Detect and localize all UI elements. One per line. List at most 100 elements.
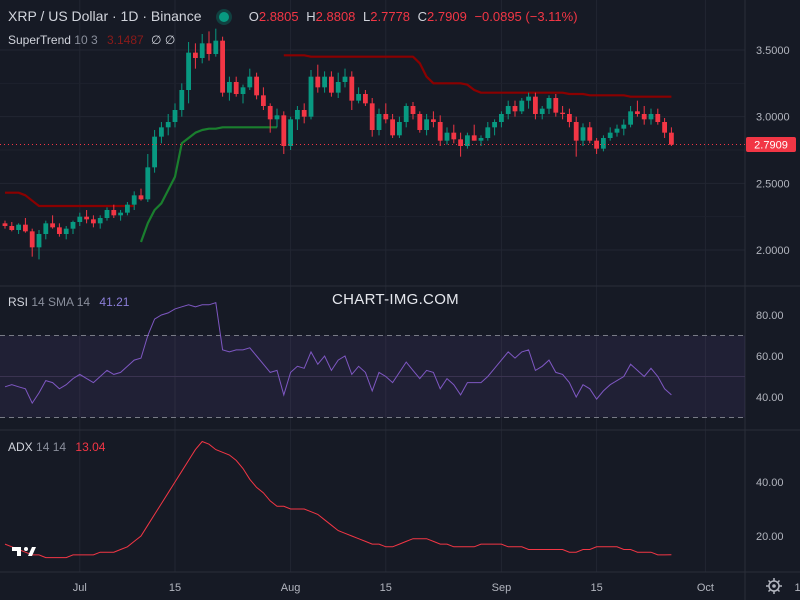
candle-body bbox=[16, 224, 21, 230]
candle bbox=[655, 108, 661, 125]
candle-body bbox=[335, 82, 341, 93]
supertrend-legend[interactable]: SuperTrend 10 3 3.1487 ∅ ∅ bbox=[8, 33, 176, 47]
candle-body bbox=[295, 110, 300, 120]
candle bbox=[553, 94, 559, 117]
rsi-series bbox=[4, 302, 672, 405]
candle bbox=[431, 111, 436, 128]
watermark: CHART-IMG.COM bbox=[332, 291, 459, 308]
candle-body bbox=[587, 127, 593, 141]
candle-body bbox=[417, 114, 423, 130]
candle-body bbox=[63, 228, 69, 234]
candle bbox=[247, 68, 253, 90]
candle bbox=[403, 103, 409, 128]
candle-body bbox=[97, 218, 103, 224]
candle-body bbox=[492, 122, 497, 128]
candle bbox=[492, 119, 497, 136]
candle bbox=[465, 132, 470, 149]
candle bbox=[519, 98, 525, 114]
candle bbox=[363, 90, 368, 106]
candle-body bbox=[84, 216, 89, 220]
x-tick-label: Jul bbox=[73, 582, 87, 594]
candle-body bbox=[261, 95, 266, 106]
candle bbox=[295, 106, 300, 130]
adx-y-tick-label: 40.00 bbox=[756, 477, 784, 489]
x-tick-label: 15 bbox=[590, 582, 602, 594]
chart-header: XRP / US Dollar · 1D · Binance O2.8805 H… bbox=[8, 8, 578, 24]
candle-body bbox=[240, 87, 246, 94]
candle bbox=[410, 102, 416, 120]
candle-body bbox=[601, 138, 606, 149]
candle-body bbox=[533, 96, 538, 114]
candle bbox=[322, 71, 327, 93]
candle-body bbox=[437, 122, 443, 141]
candle-body bbox=[478, 138, 484, 141]
candle-body bbox=[50, 223, 55, 228]
candle bbox=[594, 138, 599, 154]
candle-body bbox=[614, 128, 620, 133]
candle bbox=[424, 114, 429, 136]
candle-body bbox=[573, 122, 579, 141]
candle-body bbox=[512, 106, 518, 112]
candle bbox=[104, 207, 110, 221]
candle-body bbox=[206, 43, 212, 54]
x-tick-label: Sep bbox=[492, 582, 512, 594]
candle-body bbox=[444, 132, 450, 141]
candle-body bbox=[233, 82, 239, 94]
candle bbox=[233, 76, 239, 97]
candle bbox=[16, 223, 21, 234]
candle bbox=[43, 220, 49, 240]
candle-body bbox=[111, 210, 117, 216]
y-axis-ticks: 2.0000 2.5000 3.0000 3.5000 40.00 60.00 80.00 2… bbox=[756, 45, 790, 543]
candle-body bbox=[390, 119, 395, 136]
ohlc-open: O2.8805 bbox=[248, 9, 299, 24]
candle bbox=[63, 226, 69, 240]
tradingview-logo[interactable] bbox=[12, 547, 36, 556]
candle-body bbox=[322, 76, 327, 88]
candle bbox=[499, 111, 504, 128]
rsi-band bbox=[0, 335, 745, 418]
candle-body bbox=[9, 226, 15, 230]
candle bbox=[227, 76, 232, 101]
candle-body bbox=[267, 106, 273, 120]
candle bbox=[193, 43, 198, 69]
candle bbox=[587, 122, 593, 144]
candle bbox=[614, 124, 620, 137]
rsi-y-tick-label: 80.00 bbox=[756, 310, 784, 322]
candle-body bbox=[635, 111, 640, 114]
candle bbox=[369, 98, 375, 137]
rsi-legend[interactable]: RSI 14 SMA 14 41.21 bbox=[8, 295, 130, 309]
symbol-title[interactable]: XRP / US Dollar · 1D · Binance bbox=[8, 8, 202, 24]
candle bbox=[505, 100, 511, 120]
candle bbox=[281, 111, 287, 154]
candle-body bbox=[403, 106, 409, 122]
candle bbox=[567, 108, 572, 128]
candle bbox=[23, 218, 28, 233]
candle-body bbox=[369, 103, 375, 130]
candle bbox=[29, 228, 35, 257]
x-tick-label: 15 bbox=[380, 582, 392, 594]
candle bbox=[546, 95, 552, 114]
y-tick-label: 3.0000 bbox=[756, 112, 790, 124]
candle bbox=[383, 103, 389, 124]
candle bbox=[186, 42, 191, 104]
candle bbox=[335, 72, 341, 98]
candle bbox=[560, 106, 565, 120]
candle bbox=[206, 31, 212, 61]
candle-body bbox=[383, 114, 389, 120]
candle bbox=[261, 87, 266, 110]
candle-body bbox=[57, 227, 62, 234]
supertrend-up-segment bbox=[139, 126, 277, 243]
candle bbox=[580, 123, 586, 146]
candle bbox=[301, 103, 307, 124]
candle-body bbox=[159, 127, 164, 137]
candle bbox=[267, 103, 273, 133]
candle-body bbox=[397, 122, 402, 136]
candle bbox=[125, 202, 130, 216]
settings-gear-icon[interactable] bbox=[766, 578, 782, 594]
candle-body bbox=[376, 114, 382, 130]
adx-legend[interactable]: ADX 14 14 13.04 bbox=[8, 440, 106, 454]
supertrend-down-segment bbox=[5, 191, 135, 208]
candle-body bbox=[165, 122, 171, 128]
candlestick-series bbox=[2, 28, 674, 260]
